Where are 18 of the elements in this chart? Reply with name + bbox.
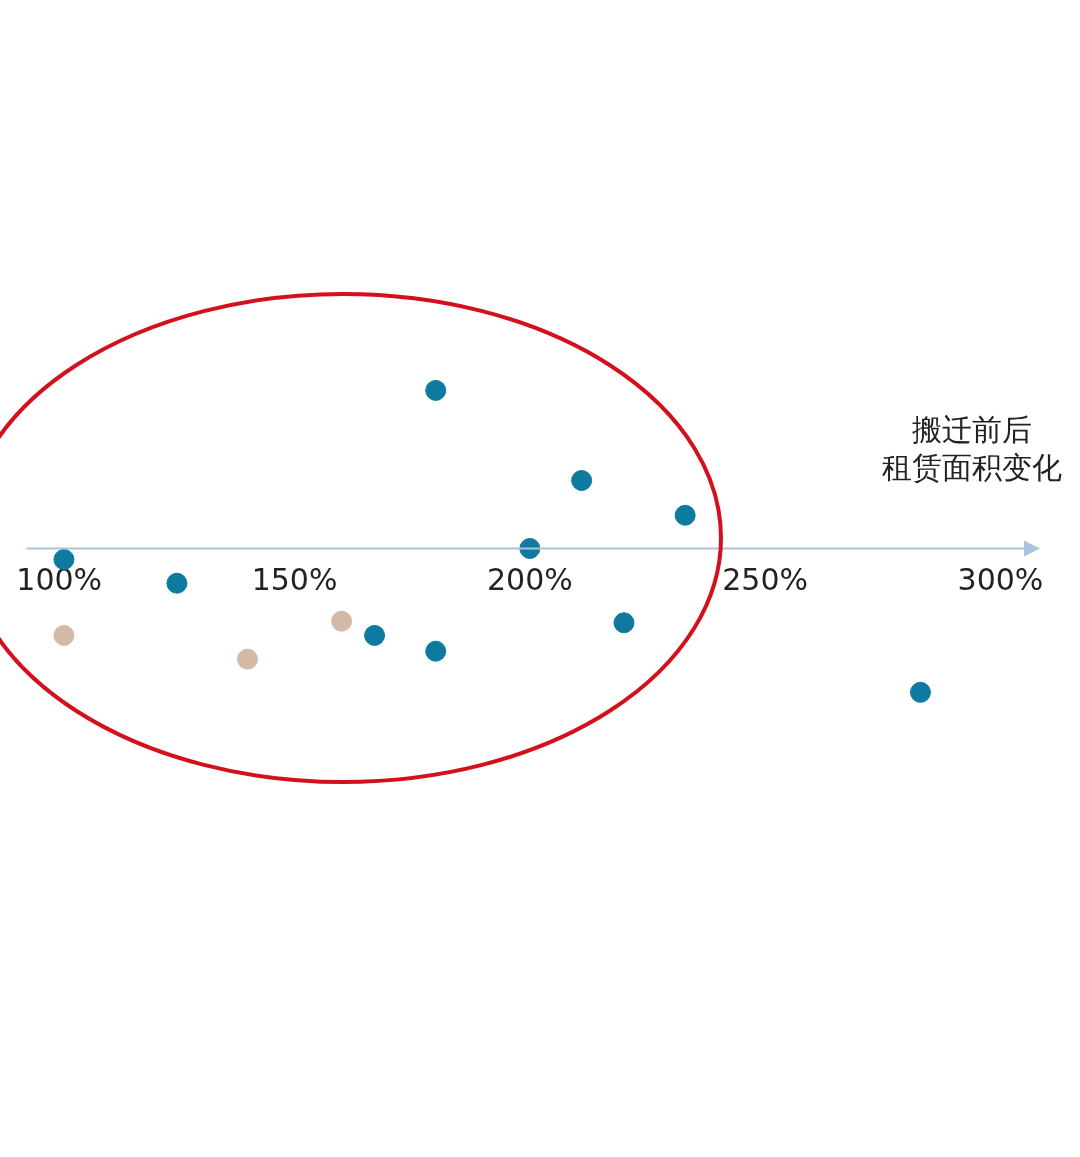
point <box>166 572 188 594</box>
point <box>425 379 447 401</box>
point <box>519 537 541 559</box>
point <box>236 648 258 670</box>
point <box>331 610 353 632</box>
x-tick-label: 250% <box>722 562 809 598</box>
point <box>613 612 635 634</box>
x-tick-label: 200% <box>486 562 573 598</box>
point <box>364 624 386 646</box>
x-tick-label: 300% <box>957 562 1044 598</box>
point <box>909 681 931 703</box>
point <box>53 624 75 646</box>
x-axis-title: 搬迁前后租赁面积变化 <box>882 412 1062 486</box>
x-tick-label: 150% <box>251 562 338 598</box>
point <box>674 504 696 526</box>
point <box>425 640 447 662</box>
x-tick-label: 100% <box>16 562 103 598</box>
point <box>571 469 593 491</box>
